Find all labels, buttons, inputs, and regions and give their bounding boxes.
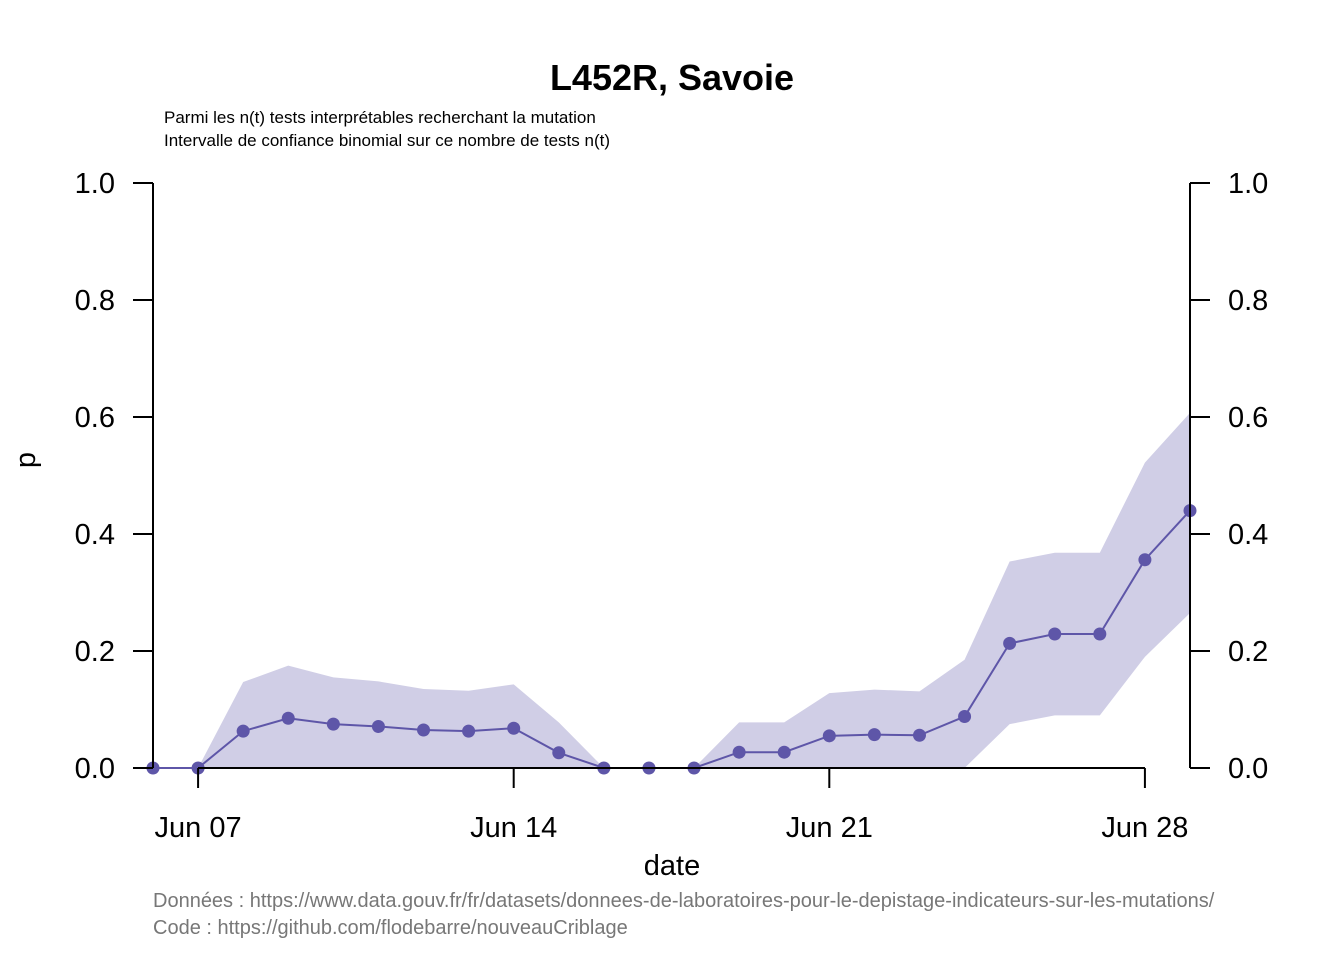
y-tick-label-right: 0.0 [1228,753,1268,785]
y-tick-label-right: 0.2 [1228,636,1268,668]
data-point [236,724,250,738]
y-tick-label-left: 0.2 [75,636,115,668]
code-source-caption: Code : https://github.com/flodebarre/nou… [153,917,628,939]
x-tick-label: Jun 28 [1101,812,1188,844]
data-point [822,729,836,743]
x-axis-label: date [644,850,700,882]
y-tick-label-right: 0.4 [1228,519,1268,551]
data-point [1093,627,1107,641]
data-point [552,746,566,760]
data-point [417,723,431,737]
y-axis-label: p [10,452,42,468]
data-point [1048,627,1062,641]
plot-area [146,412,1197,775]
data-point [1138,553,1152,567]
data-point [867,728,881,742]
data-point [777,745,791,759]
y-tick-label-right: 0.8 [1228,285,1268,317]
data-point [281,711,295,725]
x-tick-label: Jun 14 [470,812,557,844]
axes: 0.0 0.0 0.2 0.2 0.4 0.4 0.6 0.6 0.8 0.8 1.0 1.0 Jun … [75,168,1269,844]
y-tick-label-right: 1.0 [1228,168,1268,200]
chart-subtitle-line-1: Parmi les n(t) tests interprétables rech… [164,108,596,127]
data-point [1003,636,1017,650]
data-point [462,724,476,738]
y-tick-label-left: 1.0 [75,168,115,200]
data-point [507,721,521,735]
x-tick-label: Jun 07 [155,812,242,844]
data-point [912,728,926,742]
chart-title: L452R, Savoie [550,57,794,98]
data-point [732,745,746,759]
x-tick-label: Jun 21 [786,812,873,844]
y-tick-label-right: 0.6 [1228,402,1268,434]
y-tick-label-left: 0.4 [75,519,115,551]
chart-subtitle-line-2: Intervalle de confiance binomial sur ce … [164,131,610,150]
y-tick-label-left: 0.6 [75,402,115,434]
y-tick-label-left: 0.0 [75,753,115,785]
data-point [371,719,385,733]
y-tick-label-left: 0.8 [75,285,115,317]
data-point [958,710,972,724]
confidence-band [153,412,1190,768]
data-source-caption: Données : https://www.data.gouv.fr/fr/da… [153,890,1215,912]
data-point [326,717,340,731]
